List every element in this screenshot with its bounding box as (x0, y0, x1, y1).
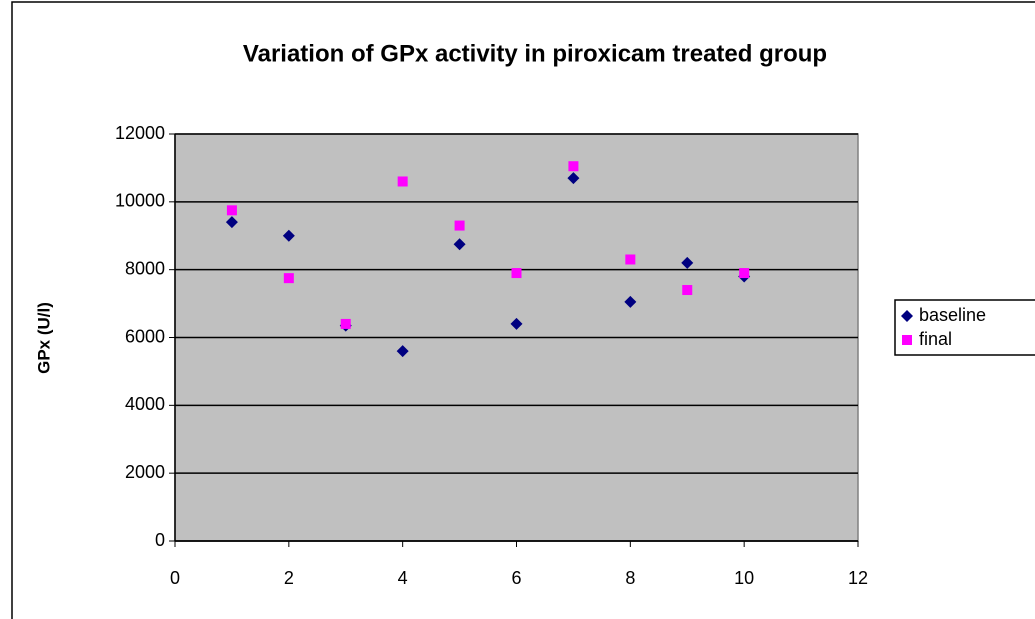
data-point (511, 268, 522, 279)
data-point (625, 254, 636, 265)
x-tick-label: 10 (734, 568, 754, 588)
y-tick-label: 6000 (125, 326, 165, 346)
legend-marker (901, 310, 913, 322)
data-point (568, 161, 579, 172)
y-axis-label: GPx (U/l) (34, 302, 53, 374)
data-point (454, 220, 465, 231)
x-tick-label: 12 (848, 568, 868, 588)
legend-label: baseline (919, 305, 986, 325)
legend-label: final (919, 329, 952, 349)
legend-box (894, 299, 1035, 356)
y-tick-label: 0 (155, 530, 165, 550)
data-point (624, 295, 637, 308)
y-tick-label: 12000 (115, 123, 165, 143)
data-point (739, 268, 750, 279)
x-tick-label: 4 (398, 568, 408, 588)
data-point (226, 205, 237, 216)
chart-title: Variation of GPx activity in piroxicam t… (243, 40, 827, 67)
y-tick-label: 8000 (125, 258, 165, 278)
data-point (396, 345, 409, 358)
data-point (567, 172, 580, 185)
y-tick-label: 10000 (115, 191, 165, 211)
x-tick-label: 8 (625, 568, 635, 588)
data-point (681, 256, 694, 269)
data-point (282, 229, 295, 242)
data-point (283, 273, 294, 284)
legend-marker (902, 335, 912, 345)
y-tick-label: 4000 (125, 394, 165, 414)
y-tick-label: 2000 (125, 462, 165, 482)
data-point (510, 317, 523, 330)
data-point (340, 318, 351, 329)
data-point (397, 176, 408, 187)
x-tick-label: 2 (284, 568, 294, 588)
data-point (682, 285, 693, 296)
x-tick-label: 6 (511, 568, 521, 588)
data-point (453, 238, 466, 251)
x-tick-label: 0 (170, 568, 180, 588)
data-point (225, 216, 238, 229)
